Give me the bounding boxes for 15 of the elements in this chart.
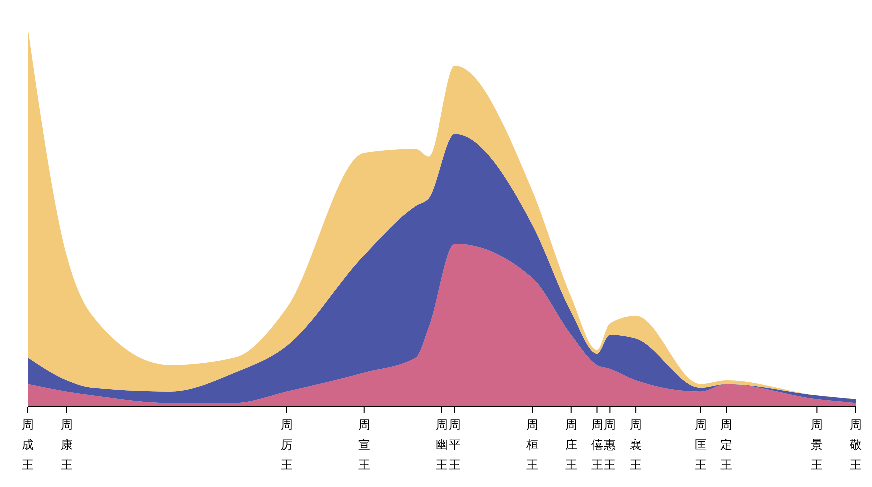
x-tick-label: 周幽王	[436, 418, 448, 472]
x-tick-label: 周襄王	[630, 418, 642, 472]
x-tick-label: 周康王	[60, 418, 73, 472]
x-tick-label: 周定王	[720, 418, 733, 472]
x-tick-label: 周桓王	[526, 418, 539, 472]
x-tick-label: 周僖王	[591, 418, 604, 472]
x-tick-label: 周庄王	[565, 418, 578, 472]
x-tick-label: 周匡王	[694, 418, 707, 472]
x-tick-label: 周宣王	[358, 418, 370, 472]
x-tick-label: 周敬王	[850, 418, 862, 472]
x-tick-label: 周惠王	[603, 418, 616, 472]
x-tick-label: 周厉王	[280, 418, 293, 472]
x-tick-label: 周成王	[22, 418, 34, 472]
x-tick-label: 周平王	[448, 418, 461, 472]
x-tick-label: 周景王	[811, 418, 824, 472]
